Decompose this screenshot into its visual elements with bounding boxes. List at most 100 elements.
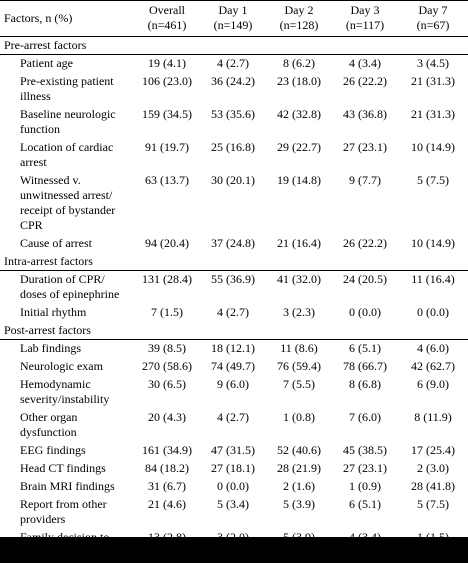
cell-day2: 3 (2.3) (283, 305, 315, 319)
cell-day1: 30 (20.1) (211, 173, 255, 187)
cell-day1: 4 (2.7) (217, 410, 249, 424)
header-day1-n: (n=149) (213, 18, 253, 32)
header-day1: Day 1 (n=149) (200, 0, 266, 37)
cell-day1: 37 (24.8) (211, 236, 255, 250)
section-header-row: Intra-arrest factors (0, 253, 468, 271)
cell-day7: 2 (3.0) (417, 461, 449, 475)
table-row: Baseline neurologic function 159 (34.5) 53… (0, 106, 468, 139)
table-header: Factors, n (%) Overall (n=461) Day 1 (n=… (0, 0, 468, 37)
cell-day7: 10 (14.9) (411, 140, 455, 154)
cell-overall: 30 (6.5) (148, 377, 186, 391)
factor-label: Brain MRI findings (20, 479, 115, 493)
table-row: Patient age 19 (4.1) 4 (2.7) 8 (6.2) 4 (3.4)… (0, 55, 468, 74)
cell-day3: 6 (5.1) (349, 341, 381, 355)
section-title: Intra-arrest factors (0, 253, 468, 271)
table-row: Cause of arrest 94 (20.4) 37 (24.8) 21 (16.… (0, 235, 468, 253)
cell-overall: 131 (28.4) (142, 272, 192, 286)
table-body: Pre-arrest factors Patient age 19 (4.1) 4 (… (0, 36, 468, 563)
footer-black-bar (0, 537, 468, 563)
cell-day7: 5 (7.5) (417, 497, 449, 511)
factor-label: Report from other providers (20, 497, 107, 526)
cell-day1: 47 (31.5) (211, 443, 255, 457)
cell-overall: 106 (23.0) (142, 74, 192, 88)
cell-day7: 21 (31.3) (411, 74, 455, 88)
factor-label: Initial rhythm (20, 305, 87, 319)
cell-day7: 6 (9.0) (417, 377, 449, 391)
section-title: Pre-arrest factors (0, 36, 468, 55)
cell-day2: 7 (5.5) (283, 377, 315, 391)
cell-day2: 21 (16.4) (277, 236, 321, 250)
table-row: Neurologic exam 270 (58.6) 74 (49.7) 76 (59… (0, 358, 468, 376)
cell-overall: 270 (58.6) (142, 359, 192, 373)
cell-day7: 42 (62.7) (411, 359, 455, 373)
cell-day7: 11 (16.4) (411, 272, 455, 286)
cell-overall: 94 (20.4) (145, 236, 189, 250)
factor-label: EEG findings (20, 443, 86, 457)
table-row: Location of cardiac arrest 91 (19.7) 25 (1… (0, 139, 468, 172)
factor-label: Patient age (20, 56, 73, 70)
cell-day1: 53 (35.6) (211, 107, 255, 121)
table-row: Hemodynamic severity/instability 30 (6.5)… (0, 376, 468, 409)
cell-day2: 29 (22.7) (277, 140, 321, 154)
factor-label: Hemodynamic severity/instability (20, 377, 110, 406)
cell-day3: 26 (22.2) (343, 74, 387, 88)
table-row: Duration of CPR/ doses of epinephrine 131… (0, 271, 468, 305)
cell-day1: 55 (36.9) (211, 272, 255, 286)
cell-day2: 42 (32.8) (277, 107, 321, 121)
table-row: Brain MRI findings 31 (6.7) 0 (0.0) 2 (1.6)… (0, 478, 468, 496)
header-day3: Day 3 (n=117) (332, 0, 398, 37)
header-day2-label: Day 2 (284, 3, 314, 17)
cell-day7: 10 (14.9) (411, 236, 455, 250)
table-row: Witnessed v. unwitnessed arrest/ receipt… (0, 172, 468, 235)
header-factors: Factors, n (%) (0, 0, 134, 37)
cell-overall: 91 (19.7) (145, 140, 189, 154)
cell-overall: 19 (4.1) (148, 56, 186, 70)
cell-day3: 6 (5.1) (349, 497, 381, 511)
section-header-row: Post-arrest factors (0, 322, 468, 340)
header-day7-n: (n=67) (416, 18, 450, 32)
cell-day2: 23 (18.0) (277, 74, 321, 88)
cell-overall: 20 (4.3) (148, 410, 186, 424)
cell-day1: 36 (24.2) (211, 74, 255, 88)
cell-day2: 52 (40.6) (277, 443, 321, 457)
cell-day2: 28 (21.9) (277, 461, 321, 475)
factor-label: Witnessed v. unwitnessed arrest/ receipt… (20, 173, 116, 232)
cell-day1: 5 (3.4) (217, 497, 249, 511)
cell-overall: 84 (18.2) (145, 461, 189, 475)
cell-day2: 11 (8.6) (280, 341, 318, 355)
header-overall-label: Overall (149, 3, 185, 17)
cell-day7: 28 (41.8) (411, 479, 455, 493)
cell-day1: 74 (49.7) (211, 359, 255, 373)
cell-day3: 43 (36.8) (343, 107, 387, 121)
cell-day3: 26 (22.2) (343, 236, 387, 250)
cell-overall: 159 (34.5) (142, 107, 192, 121)
cell-day3: 7 (6.0) (349, 410, 381, 424)
cell-day7: 17 (25.4) (411, 443, 455, 457)
cell-overall: 161 (34.9) (142, 443, 192, 457)
factor-label: Cause of arrest (20, 236, 92, 250)
cell-day7: 21 (31.3) (411, 107, 455, 121)
cell-day7: 8 (11.9) (414, 410, 452, 424)
cell-overall: 7 (1.5) (151, 305, 183, 319)
header-overall-n: (n=461) (147, 18, 187, 32)
cell-day3: 27 (23.1) (343, 140, 387, 154)
factor-label: Head CT findings (20, 461, 106, 475)
cell-day2: 41 (32.0) (277, 272, 321, 286)
header-day7-label: Day 7 (418, 3, 448, 17)
cell-day1: 9 (6.0) (217, 377, 249, 391)
table-row: Other organ dysfunction 20 (4.3) 4 (2.7) 1 … (0, 409, 468, 442)
table-row: Head CT findings 84 (18.2) 27 (18.1) 28 (21… (0, 460, 468, 478)
header-day3-label: Day 3 (350, 3, 380, 17)
cell-day3: 8 (6.8) (349, 377, 381, 391)
cell-day1: 27 (18.1) (211, 461, 255, 475)
table-row: Initial rhythm 7 (1.5) 4 (2.7) 3 (2.3) 0 (0.… (0, 304, 468, 322)
factor-label: Location of cardiac arrest (20, 140, 114, 169)
cell-day3: 45 (38.5) (343, 443, 387, 457)
cell-day2: 2 (1.6) (283, 479, 315, 493)
cell-day2: 5 (3.9) (283, 497, 315, 511)
section-header-row: Pre-arrest factors (0, 36, 468, 55)
cell-day7: 0 (0.0) (417, 305, 449, 319)
cell-day3: 0 (0.0) (349, 305, 381, 319)
header-overall: Overall (n=461) (134, 0, 200, 37)
